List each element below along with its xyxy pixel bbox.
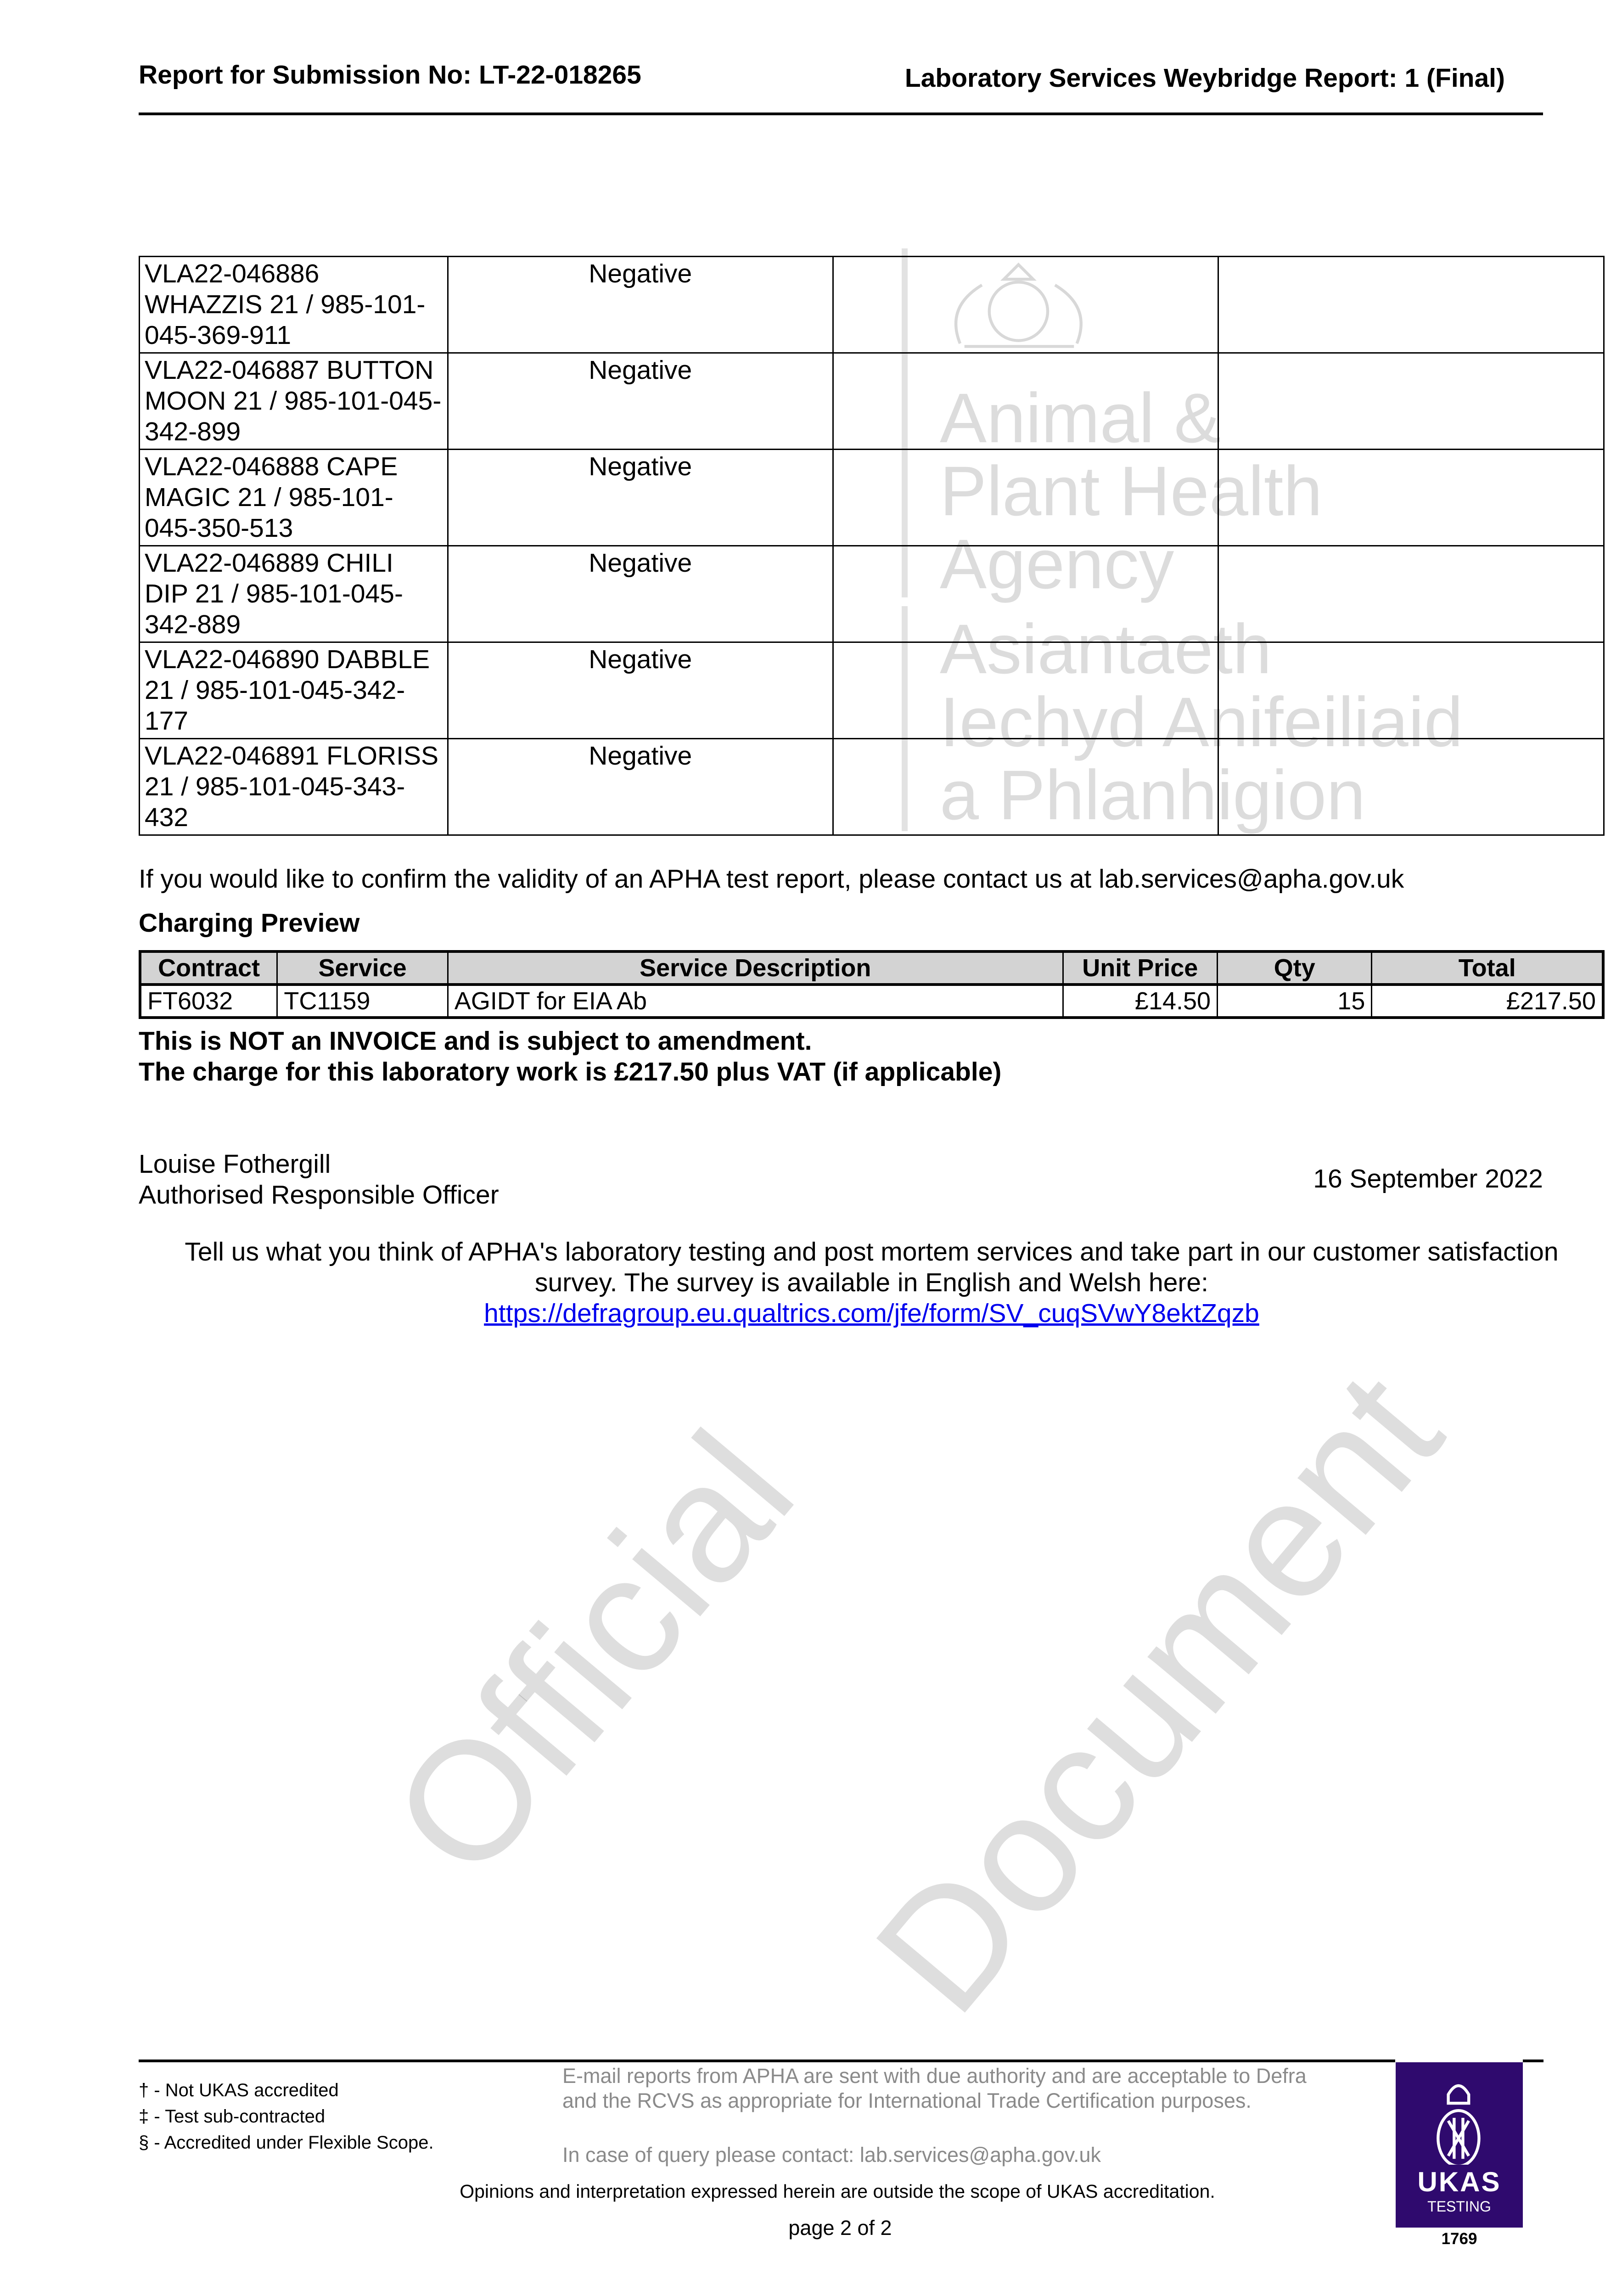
col-contract: Contract <box>139 951 278 985</box>
sample-id: VLA22-046889 CHILI DIP 21 / 985-101-045-… <box>139 545 449 643</box>
ukas-name: UKAS <box>1417 2167 1501 2197</box>
charging-title: Charging Preview <box>139 908 360 938</box>
validity-note: If you would like to confirm the validit… <box>139 864 1404 894</box>
col-description: Service Description <box>447 951 1064 985</box>
query-note: In case of query please contact: lab.ser… <box>562 2143 1101 2167</box>
total: £217.50 <box>1371 984 1604 1019</box>
unit-price: £14.50 <box>1062 984 1218 1019</box>
survey-link-wrap: https://defragroup.eu.qualtrics.com/jfe/… <box>146 1298 1597 1329</box>
footnote: † - Not UKAS accredited <box>139 2080 339 2100</box>
footnote: ‡ - Test sub-contracted <box>139 2106 326 2127</box>
table-row: VLA22-046889 CHILI DIP 21 / 985-101-045-… <box>139 545 1605 643</box>
invoice-notice: This is NOT an INVOICE and is subject to… <box>139 1026 812 1056</box>
col-service: Service <box>276 951 449 985</box>
result: Negative <box>447 738 834 836</box>
sample-id: VLA22-046888 CAPE MAGIC 21 / 985-101-045… <box>139 449 449 546</box>
sample-id: VLA22-046891 FLORISS 21 / 985-101-045-34… <box>139 738 449 836</box>
ukas-crown-icon <box>1437 2084 1481 2168</box>
document-watermark-wrap: Document <box>775 1339 1541 2046</box>
charge-notice: The charge for this laboratory work is £… <box>139 1057 1002 1086</box>
ukas-type: TESTING <box>1427 2198 1491 2215</box>
table-row: VLA22-046887 BUTTON MOON 21 / 985-101-04… <box>139 352 1605 450</box>
signatory-name: Louise Fothergill <box>139 1149 331 1179</box>
header-divider <box>139 113 1543 115</box>
submission-number: Report for Submission No: LT-22-018265 <box>139 60 641 90</box>
contract: FT6032 <box>139 984 278 1019</box>
qty: 15 <box>1217 984 1373 1019</box>
survey-text: Tell us what you think of APHA's laborat… <box>185 1237 1559 1297</box>
document-watermark: Document <box>839 1339 1476 2047</box>
result: Negative <box>447 449 834 546</box>
col-qty: Qty <box>1217 951 1373 985</box>
report-date: 16 September 2022 <box>1313 1164 1543 1193</box>
table-row: VLA22-046888 CAPE MAGIC 21 / 985-101-045… <box>139 449 1605 546</box>
footer-divider <box>1523 2060 1543 2062</box>
page-number: page 2 of 2 <box>788 2216 892 2240</box>
sample-id: VLA22-046887 BUTTON MOON 21 / 985-101-04… <box>139 352 449 450</box>
header-row: Contract Service Service Description Uni… <box>139 951 1604 985</box>
results-table: VLA22-046886 WHAZZIS 21 / 985-101-045-36… <box>139 256 1605 836</box>
col-unit-price: Unit Price <box>1062 951 1218 985</box>
result: Negative <box>447 256 834 354</box>
col-total: Total <box>1371 951 1604 985</box>
official-watermark-wrap: Official <box>337 1398 848 1910</box>
sample-id: VLA22-046886 WHAZZIS 21 / 985-101-045-36… <box>139 256 449 354</box>
result: Negative <box>447 545 834 643</box>
sample-id: VLA22-046890 DABBLE 21 / 985-101-045-342… <box>139 642 449 739</box>
description: AGIDT for EIA Ab <box>447 984 1064 1019</box>
official-watermark: Official <box>356 1398 829 1911</box>
result: Negative <box>447 352 834 450</box>
charging-table: Contract Service Service Description Uni… <box>139 950 1605 1019</box>
signatory-role: Authorised Responsible Officer <box>139 1180 499 1210</box>
table-row: VLA22-046886 WHAZZIS 21 / 985-101-045-36… <box>139 256 1605 354</box>
result: Negative <box>447 642 834 739</box>
table-row: VLA22-046890 DABBLE 21 / 985-101-045-342… <box>139 642 1605 739</box>
footnote: § - Accredited under Flexible Scope. <box>139 2133 434 2153</box>
report-title: Laboratory Services Weybridge Report: 1 … <box>904 63 1505 93</box>
email-note: E-mail reports from APHA are sent with d… <box>562 2064 1307 2112</box>
survey-link[interactable]: https://defragroup.eu.qualtrics.com/jfe/… <box>484 1299 1259 1328</box>
ukas-number: 1769 <box>1441 2230 1477 2248</box>
table-row: FT6032 TC1159 AGIDT for EIA Ab £14.50 15… <box>139 984 1604 1019</box>
footer-divider <box>139 2060 1395 2062</box>
ukas-logo: UKAS TESTING <box>1396 2062 1523 2228</box>
service: TC1159 <box>276 984 449 1019</box>
table-row: VLA22-046891 FLORISS 21 / 985-101-045-34… <box>139 738 1605 836</box>
opinions-note: Opinions and interpretation expressed he… <box>460 2181 1215 2202</box>
